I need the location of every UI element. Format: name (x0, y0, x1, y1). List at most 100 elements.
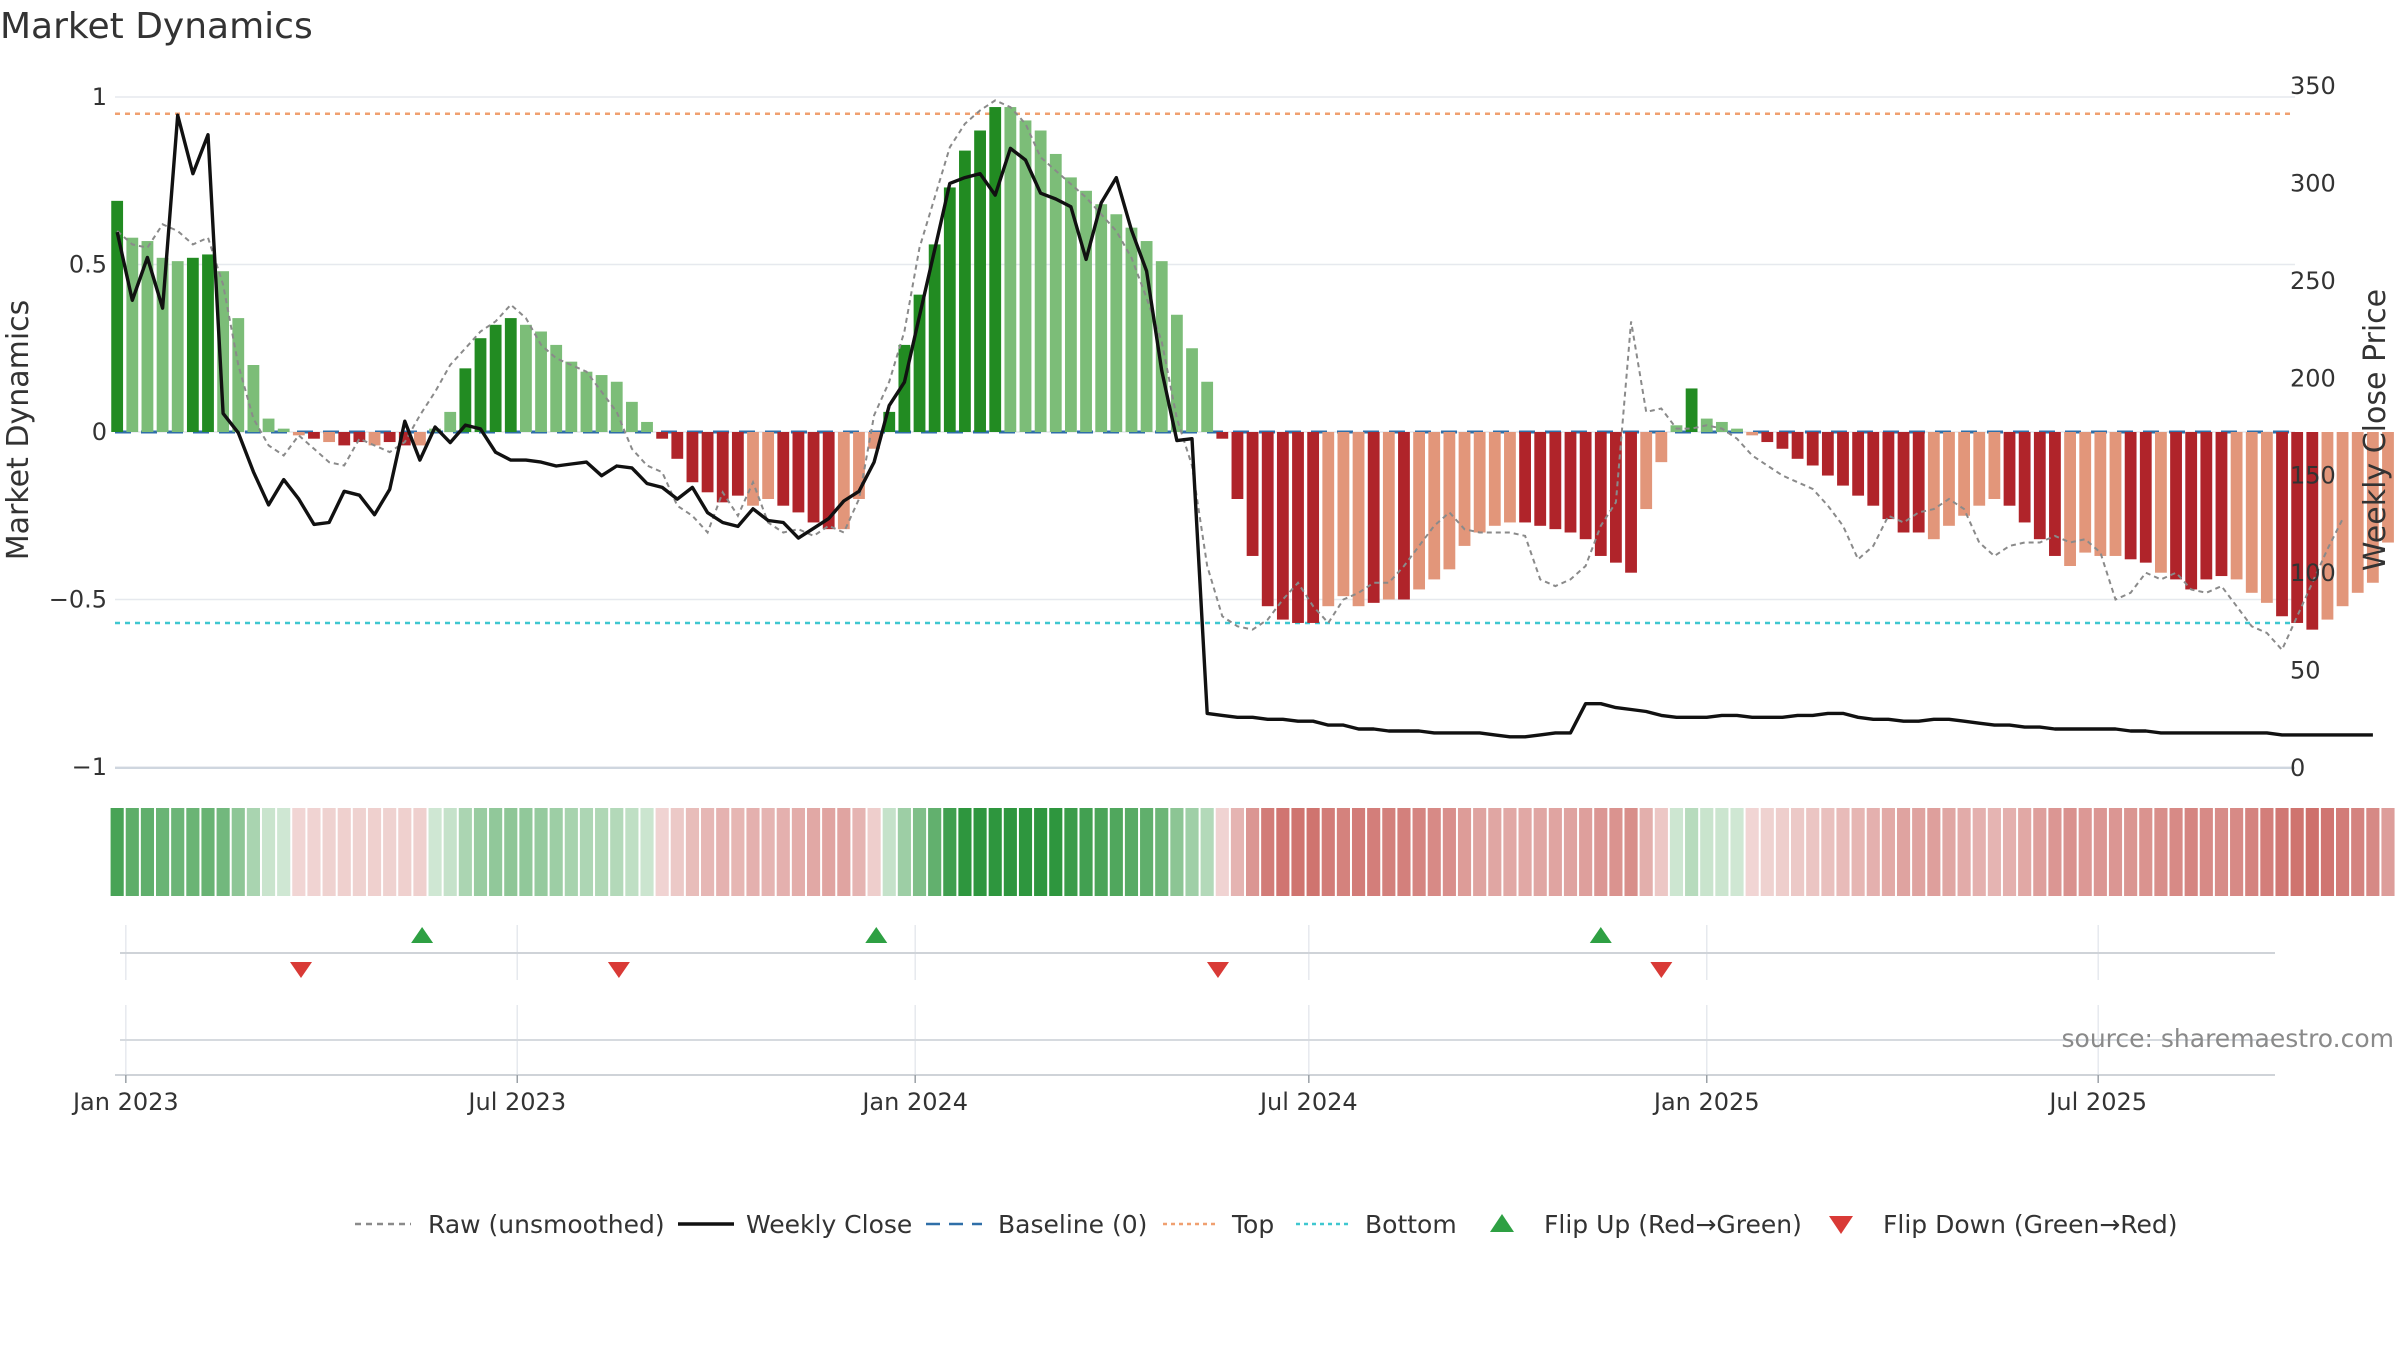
regime-cell (1866, 808, 1880, 896)
legend-marker (1490, 1214, 1514, 1232)
regime-cell (383, 808, 397, 896)
regime-cell (2154, 808, 2168, 896)
regime-cell (1155, 808, 1169, 896)
regime-cell (1079, 808, 1093, 896)
market-dynamics-bar (701, 432, 714, 493)
weekly-close-line (115, 113, 2373, 739)
market-dynamics-bar (292, 432, 305, 436)
regime-cell (2290, 808, 2304, 896)
market-dynamics-bar (716, 432, 729, 503)
market-dynamics-bar (474, 338, 487, 432)
market-dynamics-bar (1806, 432, 1819, 466)
market-dynamics-bar (1776, 432, 1789, 449)
regime-cell (776, 808, 790, 896)
market-dynamics-bar (202, 254, 214, 432)
regime-cell (2033, 808, 2047, 896)
market-dynamics-bar (2245, 432, 2258, 593)
market-dynamics-bar (1564, 432, 1577, 533)
market-dynamics-bar (1988, 432, 2001, 499)
market-dynamics-bar (2321, 432, 2334, 620)
market-dynamics-bar (1367, 432, 1380, 603)
regime-cell (1003, 808, 1017, 896)
market-dynamics-bar (943, 187, 956, 432)
y-right-tick-label: 50 (2290, 657, 2321, 685)
market-dynamics-bar (111, 200, 124, 432)
market-dynamics-bar (308, 432, 320, 439)
regime-cell (806, 808, 821, 896)
regime-cell (1851, 808, 1865, 896)
regime-cell (1760, 808, 1774, 896)
regime-cell (1685, 808, 1699, 896)
regime-cell (2214, 808, 2229, 896)
regime-cell (1927, 808, 1941, 896)
market-dynamics-bar (1246, 432, 1259, 556)
regime-cell (367, 808, 382, 896)
regime-cell (1382, 808, 1396, 896)
regime-cell (595, 808, 609, 896)
x-tick-label: Jan 2025 (1652, 1088, 1760, 1116)
regime-cell (1034, 808, 1048, 896)
regime-cell (1775, 808, 1790, 896)
x-tick-label: Jan 2023 (71, 1088, 179, 1116)
market-dynamics-bar (2170, 432, 2182, 580)
regime-cell (897, 808, 911, 896)
market-dynamics-bar (414, 432, 426, 446)
market-dynamics-bar (686, 432, 699, 483)
y-axis-right-title: Weekly Close Price (2358, 289, 2393, 571)
regime-cell (746, 808, 760, 896)
regime-cell (1563, 808, 1578, 896)
market-dynamics-bar (1004, 107, 1017, 433)
regime-cell (2184, 808, 2198, 896)
regime-cell (610, 808, 624, 896)
regime-cell (1912, 808, 1926, 896)
market-dynamics-bar (1140, 241, 1153, 432)
legend-label: Flip Up (Red→Green) (1544, 1210, 1802, 1239)
regime-cell (1579, 808, 1593, 896)
market-dynamics-bar (2124, 432, 2137, 560)
market-dynamics-bar (1927, 432, 1940, 540)
market-dynamics-bar (641, 421, 653, 432)
regime-cell (731, 808, 745, 896)
regime-cell (458, 808, 472, 896)
market-dynamics-bar (338, 432, 351, 446)
regime-cell (852, 808, 866, 896)
market-dynamics-bar (1943, 432, 1955, 526)
flip-up-marker (1589, 927, 1612, 943)
regime-cell (2381, 808, 2395, 896)
market-dynamics-bar (1231, 432, 1244, 499)
market-dynamics-bar (1458, 432, 1471, 546)
market-dynamics-bar (535, 331, 547, 432)
y-right-tick-label: 200 (2290, 364, 2336, 392)
regime-cell (1806, 808, 1820, 896)
regime-cell (1639, 808, 1653, 896)
market-dynamics-bar (1201, 381, 1214, 432)
market-dynamics-bar (398, 432, 411, 446)
regime-cell (2002, 808, 2017, 896)
flip-down-marker (1650, 962, 1673, 978)
flip-down-marker (607, 962, 630, 978)
market-dynamics-bar (186, 257, 199, 432)
market-dynamics-bar (747, 432, 759, 506)
regime-cell (1957, 808, 1971, 896)
legend-label: Flip Down (Green→Red) (1883, 1210, 2178, 1239)
regime-cell (1654, 808, 1668, 896)
regime-cell (1185, 808, 1199, 896)
regime-cell (1427, 808, 1441, 896)
regime-cell (973, 808, 987, 896)
regime-cell (2275, 808, 2289, 896)
market-dynamics-bar (1821, 432, 1834, 476)
regime-cell (1215, 808, 1229, 896)
regime-cell (125, 808, 139, 896)
market-dynamics-bar (2351, 432, 2364, 593)
market-dynamics-bar (883, 411, 896, 432)
regime-cell (655, 808, 669, 896)
regime-cell (1291, 808, 1305, 896)
x-tick-label: Jul 2023 (466, 1088, 566, 1116)
market-dynamics-bar (1610, 432, 1622, 563)
regime-cell (322, 808, 336, 896)
regime-cell (261, 808, 276, 896)
regime-cell (1457, 808, 1472, 896)
axes-layer: 1 0.5 0 −0.5 −1 350 300 250 200 150 100 50 0 (49, 72, 2336, 782)
y-left-tick-label: −1 (72, 753, 107, 781)
regime-cell (2199, 808, 2213, 896)
